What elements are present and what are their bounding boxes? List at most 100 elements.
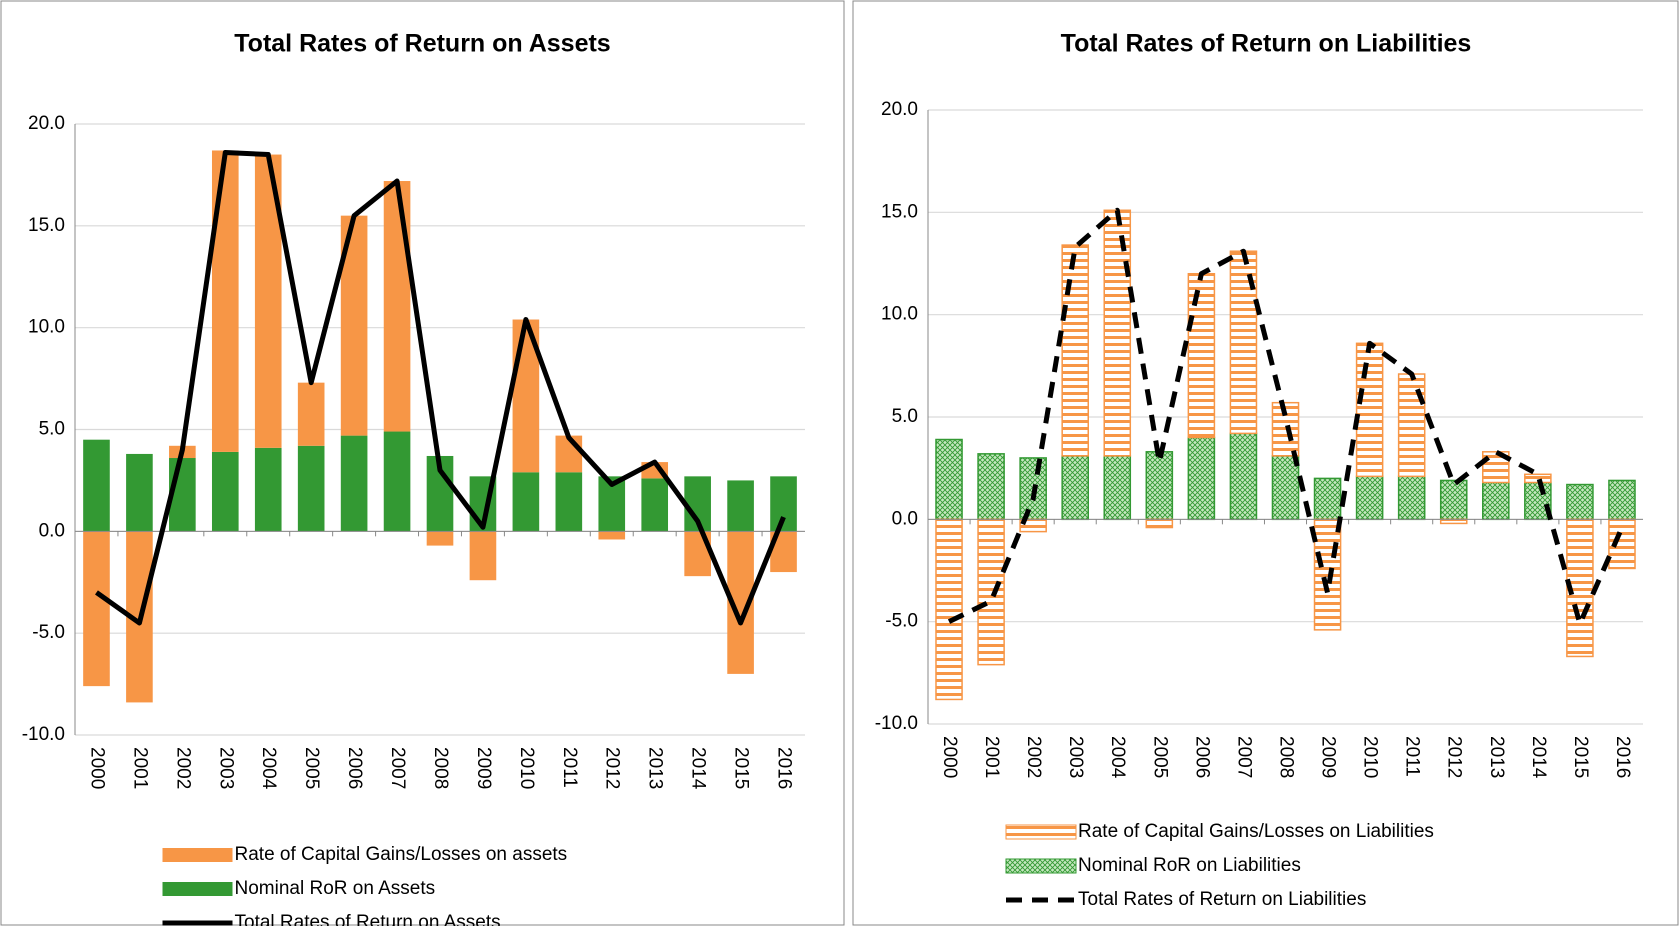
x-tick-label: 2006 <box>1191 736 1212 778</box>
y-tick-label: 10.0 <box>881 304 918 325</box>
bar <box>426 531 454 546</box>
x-tick-label: 2008 <box>1275 736 1296 778</box>
x-tick-label: 2005 <box>1149 736 1170 778</box>
y-tick-label: 5.0 <box>892 406 918 427</box>
x-tick-label: 2016 <box>1612 736 1633 778</box>
x-tick-label: 2007 <box>1233 736 1254 778</box>
x-tick-label: 2008 <box>430 747 451 789</box>
x-tick-label: 2002 <box>1023 736 1044 778</box>
x-tick-label: 2010 <box>516 747 537 789</box>
x-tick-label: 2010 <box>1360 736 1381 778</box>
x-tick-label: 2013 <box>645 747 666 789</box>
bar <box>555 435 583 473</box>
x-tick-label: 2015 <box>1570 736 1591 778</box>
bar <box>254 447 282 532</box>
bar <box>977 453 1005 521</box>
x-tick-label: 2015 <box>731 747 752 789</box>
bar <box>1145 451 1174 521</box>
bar <box>1187 272 1216 439</box>
legend-swatch <box>1005 824 1077 840</box>
bar <box>211 451 239 532</box>
bar <box>83 439 110 532</box>
x-tick-label: 2003 <box>1065 736 1086 778</box>
x-tick-label: 2002 <box>172 747 193 789</box>
legend-label: Total Rates of Return on Liabilities <box>1078 889 1366 910</box>
legend-label: Total Rates of Return on Assets <box>235 912 501 926</box>
y-tick-label: 20.0 <box>881 99 918 120</box>
x-tick-label: 2001 <box>981 736 1002 778</box>
legend-label: Rate of Capital Gains/Losses on assets <box>235 844 568 865</box>
bar <box>1103 209 1132 457</box>
legend-swatch <box>162 848 233 862</box>
bar <box>1229 432 1258 521</box>
x-tick-label: 2013 <box>1486 736 1507 778</box>
x-tick-label: 2001 <box>129 747 150 789</box>
bar <box>340 435 368 532</box>
panel-border <box>0 0 845 926</box>
y-tick-label: 15.0 <box>28 215 65 236</box>
bar <box>1397 373 1426 478</box>
bar <box>1608 479 1636 521</box>
bar <box>1061 244 1089 457</box>
y-tick-label: 15.0 <box>881 201 918 222</box>
bar <box>297 382 325 446</box>
x-tick-label: 2009 <box>1318 736 1339 778</box>
x-tick-label: 2012 <box>602 747 623 789</box>
bar <box>1145 518 1174 529</box>
chart-title: Total Rates of Return on Assets <box>234 30 610 58</box>
x-tick-label: 2016 <box>774 747 795 789</box>
bar <box>1439 518 1468 525</box>
bar <box>383 431 411 532</box>
bar <box>1482 481 1510 521</box>
bar <box>977 518 1005 666</box>
x-tick-label: 2012 <box>1444 736 1465 778</box>
panel-border <box>852 0 1679 926</box>
legend-label: Rate of Capital Gains/Losses on Liabilit… <box>1078 821 1434 842</box>
line <box>947 207 1625 627</box>
y-tick-label: 5.0 <box>39 419 65 440</box>
bar <box>1355 342 1384 478</box>
x-tick-label: 2007 <box>387 747 408 789</box>
bar <box>1566 483 1594 521</box>
bar <box>555 472 583 532</box>
x-tick-label: 2005 <box>301 747 322 789</box>
bar <box>512 472 540 532</box>
y-tick-label: 10.0 <box>28 317 65 338</box>
bar <box>1355 475 1384 521</box>
bar <box>935 438 963 521</box>
legend-label: Nominal RoR on Liabilities <box>1078 855 1301 876</box>
y-tick-label: -10.0 <box>875 713 918 734</box>
y-tick-label: -5.0 <box>32 622 65 643</box>
y-tick-label: -5.0 <box>885 611 918 632</box>
bar <box>1313 477 1342 521</box>
x-tick-label: 2000 <box>86 747 107 789</box>
x-tick-label: 2011 <box>1402 736 1423 777</box>
y-tick-label: -10.0 <box>22 724 65 745</box>
x-tick-label: 2003 <box>215 747 236 789</box>
bar <box>935 518 963 701</box>
legend-swatch <box>162 882 233 896</box>
y-tick-label: 20.0 <box>28 113 65 134</box>
bar <box>469 531 497 581</box>
legend-swatch <box>1005 858 1077 874</box>
bar <box>383 181 411 432</box>
bar <box>1397 475 1426 521</box>
bar <box>1313 518 1342 631</box>
x-tick-label: 2000 <box>939 736 960 778</box>
x-tick-label: 2009 <box>473 747 494 789</box>
x-tick-label: 2011 <box>559 747 580 788</box>
bar <box>1187 436 1216 521</box>
bar <box>598 531 626 540</box>
line <box>95 150 786 626</box>
y-tick-label: 0.0 <box>39 520 65 541</box>
bar <box>727 480 754 532</box>
x-tick-label: 2014 <box>688 747 709 790</box>
bar <box>297 445 325 532</box>
legend-label: Nominal RoR on Assets <box>235 878 436 899</box>
bar <box>641 478 669 532</box>
bar <box>83 531 110 687</box>
chart-title: Total Rates of Return on Liabilities <box>1061 30 1472 58</box>
x-tick-label: 2004 <box>1107 736 1128 779</box>
x-tick-label: 2006 <box>344 747 365 789</box>
